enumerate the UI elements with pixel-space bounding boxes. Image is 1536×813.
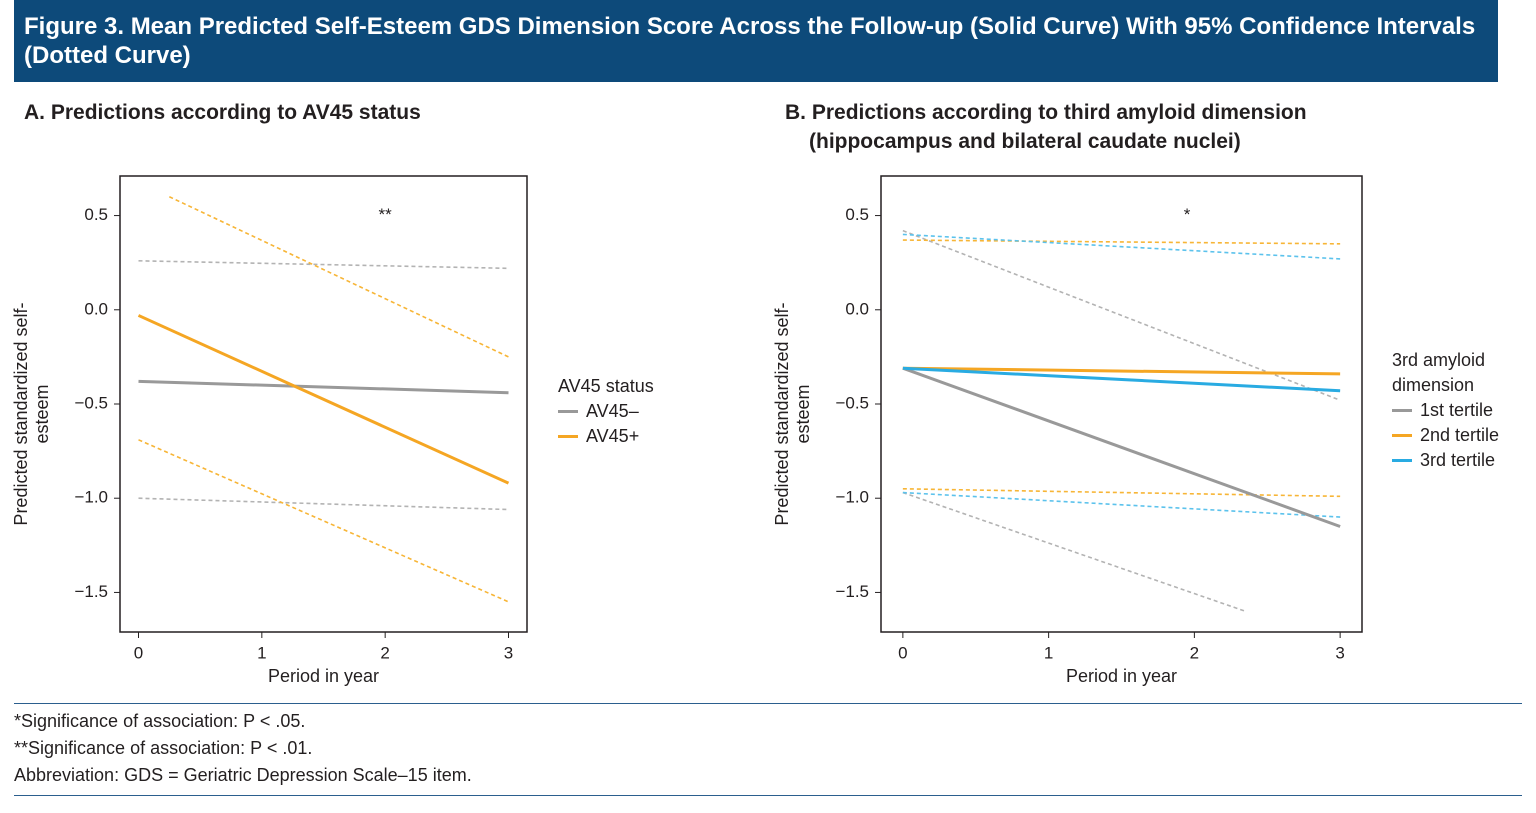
legend-title: AV45 status xyxy=(558,376,654,396)
mean-line xyxy=(138,379,509,395)
legend-swatch xyxy=(1392,459,1412,462)
legend-item: 2nd tertile xyxy=(1392,423,1512,448)
y-tick-label: −1.0 xyxy=(835,488,869,507)
legend-swatch xyxy=(558,410,578,413)
y-tick-label: 0.5 xyxy=(845,205,869,224)
legend-swatch xyxy=(558,435,578,438)
ci-line xyxy=(902,233,1341,260)
plot-frame xyxy=(119,175,528,633)
mean-line xyxy=(137,314,510,485)
x-tick-label: 0 xyxy=(134,643,143,662)
mean-line xyxy=(902,366,1341,376)
legend-item: AV45+ xyxy=(558,424,654,449)
y-tick-label: −1.0 xyxy=(74,488,108,507)
x-tick-label: 0 xyxy=(898,643,907,662)
legend-title: 3rd amyloid dimension xyxy=(1392,350,1486,395)
y-axis-label: Predicted standardized self-esteem xyxy=(11,302,52,526)
legend-item: AV45– xyxy=(558,399,654,424)
y-tick-label: −1.5 xyxy=(74,582,108,601)
y-tick-label: 0.5 xyxy=(84,205,108,224)
x-axis-label: Period in year xyxy=(268,666,379,686)
x-tick-label: 2 xyxy=(1190,643,1199,662)
mean-line xyxy=(902,366,1341,393)
y-tick-label: −0.5 xyxy=(835,393,869,412)
y-tick-label: 0.0 xyxy=(84,299,108,318)
legend-label: 2nd tertile xyxy=(1420,425,1500,445)
rule xyxy=(14,795,1522,796)
legend: AV45 status AV45– AV45+ xyxy=(558,374,654,449)
legend-item: 3rd tertile xyxy=(1392,448,1512,473)
footnote: **Significance of association: P < .01. xyxy=(14,738,313,758)
legend-label: 1st tertile xyxy=(1420,400,1494,420)
legend-swatch xyxy=(1392,409,1412,412)
legend-label: AV45– xyxy=(586,401,639,421)
x-axis-label: Period in year xyxy=(1066,666,1177,686)
annotation: * xyxy=(1184,205,1191,224)
ci-line xyxy=(138,259,509,270)
rule xyxy=(14,703,1522,704)
plot-frame xyxy=(880,175,1363,633)
y-axis-label: Predicted standardized self-esteem xyxy=(772,302,813,526)
footnote: Abbreviation: GDS = Geriatric Depression… xyxy=(14,765,472,785)
ci-line xyxy=(902,487,1341,498)
panel-title: B. Predictions according to third amyloi… xyxy=(785,101,1307,153)
y-tick-label: −1.5 xyxy=(835,582,869,601)
x-tick-label: 2 xyxy=(380,643,389,662)
y-tick-label: −0.5 xyxy=(74,393,108,412)
legend-swatch xyxy=(1392,434,1412,437)
ci-line xyxy=(902,239,1341,245)
mean-line xyxy=(902,366,1341,528)
x-tick-label: 3 xyxy=(1335,643,1344,662)
x-tick-label: 1 xyxy=(1044,643,1053,662)
legend-label: 3rd tertile xyxy=(1420,450,1496,470)
figure-title: Figure 3. Mean Predicted Self-Esteem GDS… xyxy=(14,0,1498,82)
x-tick-label: 1 xyxy=(257,643,266,662)
ci-line xyxy=(138,497,509,511)
y-tick-label: 0.0 xyxy=(845,299,869,318)
ci-line xyxy=(902,491,1341,518)
ci-line xyxy=(902,491,1246,613)
annotation: ** xyxy=(379,205,393,224)
legend: 3rd amyloid dimension 1st tertile 2nd tert… xyxy=(1392,348,1512,473)
ci-line xyxy=(168,196,509,358)
ci-line xyxy=(138,439,509,603)
x-tick-label: 3 xyxy=(504,643,513,662)
panel-title: A. Predictions according to AV45 status xyxy=(24,101,421,124)
ci-line xyxy=(902,229,1341,401)
legend-item: 1st tertile xyxy=(1392,398,1512,423)
footnote: *Significance of association: P < .05. xyxy=(14,711,306,731)
legend-label: AV45+ xyxy=(586,426,640,446)
